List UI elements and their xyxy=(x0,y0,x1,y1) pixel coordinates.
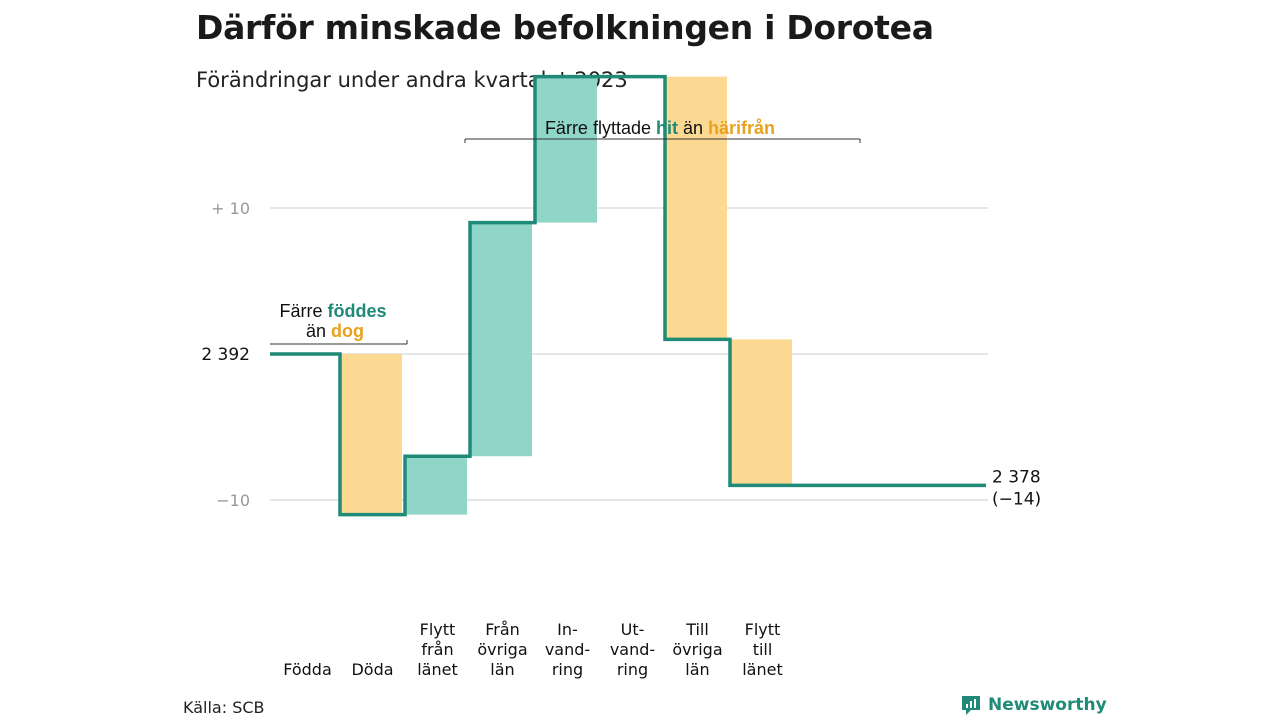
end-change-label: (−14) xyxy=(992,489,1041,509)
y-tick-label: −10 xyxy=(216,491,250,510)
category-labels: Födda Döda Flytt från länet Från övriga län In-v… xyxy=(283,620,783,679)
step-line-path xyxy=(270,74,986,517)
category-label: Ut-vand-ring xyxy=(610,620,655,679)
births-annotation-line1: Färre föddes xyxy=(279,301,386,321)
births-annotation-line2: än dog xyxy=(306,321,364,341)
bars xyxy=(340,76,792,515)
category-label: In-vand-ring xyxy=(545,620,590,679)
step-line xyxy=(270,74,986,517)
bar-6 xyxy=(665,76,727,340)
brand-name: Newsworthy xyxy=(988,695,1107,715)
y-tick-label: + 10 xyxy=(211,199,250,218)
category-label: Födda xyxy=(283,660,332,679)
category-label: Döda xyxy=(351,660,393,679)
category-label: Från övriga län xyxy=(477,620,527,679)
source-note: Källa: SCB xyxy=(183,698,265,717)
start-value-label: 2 392 xyxy=(201,345,250,365)
bar-3 xyxy=(470,222,532,457)
category-label: Till övriga län xyxy=(672,620,722,679)
category-label: Flytt till länet xyxy=(742,620,783,679)
newsworthy-logo-icon xyxy=(962,696,980,715)
y-tick-labels: + 10 −10 2 392 2 378(−14) xyxy=(201,199,1041,510)
bar-4 xyxy=(535,76,597,223)
migration-annotation: Färre flyttade hit än härifrån xyxy=(545,118,775,138)
brand-logo: Newsworthy xyxy=(960,694,1107,716)
category-label: Flytt från länet xyxy=(417,620,458,679)
bar-2 xyxy=(405,456,467,515)
end-value-label: 2 378 xyxy=(992,467,1041,487)
bar-1 xyxy=(340,354,402,515)
bar-7 xyxy=(730,339,792,486)
chart-title: Därför minskade befolkningen i Dorotea xyxy=(196,8,934,47)
